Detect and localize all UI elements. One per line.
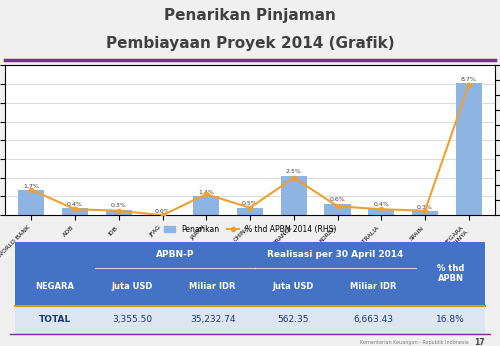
Text: Juta USD: Juta USD <box>272 282 314 291</box>
Text: 1.4%: 1.4% <box>198 190 214 194</box>
Text: 17: 17 <box>474 338 485 346</box>
Bar <box>324 204 350 215</box>
FancyBboxPatch shape <box>15 242 485 306</box>
Text: 6,663.43: 6,663.43 <box>353 315 393 324</box>
Text: 562.35: 562.35 <box>277 315 308 324</box>
Text: Pembiayaan Proyek 2014 (Grafik): Pembiayaan Proyek 2014 (Grafik) <box>106 36 395 52</box>
Text: 8.7%: 8.7% <box>461 77 476 82</box>
Text: Miliar IDR: Miliar IDR <box>350 282 396 291</box>
Bar <box>18 191 44 215</box>
Text: Juta USD: Juta USD <box>112 282 153 291</box>
Text: 0.4%: 0.4% <box>67 202 83 207</box>
Text: 0.3%: 0.3% <box>417 205 433 210</box>
Text: 0.3%: 0.3% <box>111 203 126 208</box>
Text: 2.5%: 2.5% <box>286 169 302 174</box>
Bar <box>193 196 220 215</box>
FancyBboxPatch shape <box>15 306 485 334</box>
Bar <box>280 175 307 215</box>
Text: 1.7%: 1.7% <box>24 184 39 189</box>
Bar <box>456 83 482 215</box>
Bar <box>368 209 394 215</box>
Text: 0.0%: 0.0% <box>154 209 170 213</box>
Text: % thd
APBN: % thd APBN <box>437 264 464 283</box>
Text: 16.8%: 16.8% <box>436 315 465 324</box>
Text: Realisasi per 30 April 2014: Realisasi per 30 April 2014 <box>268 251 404 260</box>
Bar <box>62 208 88 215</box>
Text: Penarikan Pinjaman: Penarikan Pinjaman <box>164 8 336 22</box>
Text: Kementerian Keuangan - Republik Indonesia: Kementerian Keuangan - Republik Indonesi… <box>360 340 469 345</box>
Text: TOTAL: TOTAL <box>39 315 71 324</box>
Bar <box>412 211 438 215</box>
Text: NEGARA: NEGARA <box>36 282 74 291</box>
Bar <box>106 210 132 215</box>
Text: 0.4%: 0.4% <box>374 202 389 207</box>
Text: 0.5%: 0.5% <box>242 201 258 207</box>
Text: APBN-P: APBN-P <box>156 251 194 260</box>
Text: Miliar IDR: Miliar IDR <box>190 282 236 291</box>
Text: 0.6%: 0.6% <box>330 197 345 202</box>
Legend: Penarikan, % thd APBN 2014 (RHS): Penarikan, % thd APBN 2014 (RHS) <box>161 222 339 237</box>
Bar <box>237 208 263 215</box>
Text: 35,232.74: 35,232.74 <box>190 315 236 324</box>
Text: 3,355.50: 3,355.50 <box>112 315 152 324</box>
